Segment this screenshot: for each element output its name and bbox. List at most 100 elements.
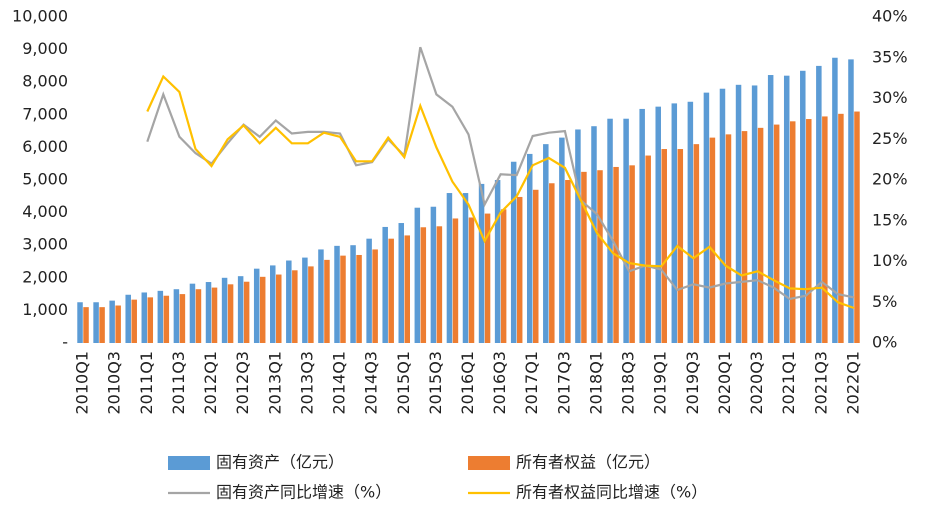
- bar: [195, 289, 202, 343]
- y2-tick-label: 0%: [872, 333, 897, 352]
- y2-tick-label: 25%: [872, 129, 908, 148]
- bar: [157, 290, 164, 343]
- x-tick-label: 2015Q3: [426, 351, 445, 415]
- bar: [302, 257, 308, 343]
- bar: [559, 137, 565, 343]
- x-tick-label: 2017Q3: [554, 351, 573, 415]
- bar: [356, 254, 362, 343]
- y2-tick-label: 35%: [872, 47, 908, 66]
- x-tick-label: 2019Q1: [651, 351, 670, 415]
- bar: [661, 149, 667, 343]
- legend-label: 所有者权益（亿元）: [516, 453, 660, 472]
- y2-tick-label: 5%: [872, 292, 897, 311]
- y-tick-label: 5,000: [22, 170, 68, 189]
- bar: [822, 116, 828, 344]
- bar: [623, 118, 629, 343]
- line: [146, 74, 855, 310]
- legend-swatch: [168, 456, 210, 470]
- x-tick-label: 2011Q1: [137, 351, 156, 415]
- bar: [832, 57, 838, 343]
- x-tick-label: 2012Q3: [233, 351, 252, 415]
- bar: [767, 75, 774, 343]
- x-tick-label: 2021Q1: [779, 351, 798, 415]
- bar: [735, 84, 742, 344]
- bar: [350, 245, 356, 343]
- x-tick-label: 2010Q1: [73, 351, 92, 415]
- bar: [725, 134, 732, 343]
- y2-tick-label: 40%: [872, 7, 908, 26]
- bar: [677, 149, 684, 343]
- legend-label: 固有资产（亿元）: [216, 453, 344, 472]
- bar: [549, 183, 555, 343]
- bar: [789, 121, 796, 343]
- y-tick-label: 2,000: [22, 267, 68, 286]
- bar: [478, 183, 485, 343]
- x-tick-label: 2019Q3: [683, 351, 702, 415]
- y-tick-label: 1,000: [22, 300, 68, 319]
- x-tick-label: 2020Q3: [747, 351, 766, 415]
- y-tick-label: -: [62, 333, 68, 352]
- bar: [462, 193, 469, 343]
- bar: [565, 180, 571, 343]
- bar: [709, 137, 716, 343]
- line: [146, 46, 855, 301]
- bar: [205, 282, 212, 343]
- x-tick-label: 2018Q3: [619, 351, 638, 415]
- x-tick-label: 2013Q3: [297, 351, 316, 415]
- bar: [308, 266, 314, 343]
- bar: [645, 155, 651, 343]
- bar: [430, 206, 437, 343]
- bar: [854, 111, 860, 343]
- bar: [83, 307, 89, 343]
- bar: [221, 277, 228, 343]
- bar: [404, 235, 411, 343]
- bar: [693, 144, 700, 343]
- bar: [484, 213, 491, 343]
- bar: [340, 255, 346, 343]
- bar: [163, 295, 170, 343]
- x-tick-label: 2015Q1: [394, 351, 413, 415]
- bar: [179, 294, 186, 343]
- x-tick-label: 2012Q1: [201, 351, 220, 415]
- bar: [783, 75, 790, 344]
- bar: [77, 302, 83, 343]
- y-tick-label: 7,000: [22, 104, 68, 123]
- bar: [532, 189, 539, 343]
- y2-tick-label: 20%: [872, 170, 908, 189]
- bar: [259, 276, 266, 343]
- bar: [510, 161, 517, 343]
- bar: [687, 101, 694, 343]
- bar: [838, 113, 844, 344]
- bar: [398, 223, 405, 343]
- legend-swatch: [468, 456, 510, 470]
- legend-label: 所有者权益同比增速（%）: [516, 483, 707, 502]
- bar: [597, 170, 603, 343]
- y-tick-label: 9,000: [22, 39, 68, 58]
- bar: [703, 92, 710, 343]
- x-tick-label: 2021Q3: [811, 351, 830, 415]
- bar: [719, 88, 726, 343]
- bar: [227, 284, 234, 343]
- bar: [500, 209, 507, 343]
- x-tick-label: 2018Q1: [586, 351, 605, 415]
- bar: [189, 283, 196, 343]
- bar: [366, 238, 372, 343]
- bar: [334, 245, 340, 343]
- y-tick-label: 3,000: [22, 235, 68, 254]
- bar: [414, 207, 421, 343]
- bar: [516, 196, 523, 343]
- bar: [382, 226, 388, 343]
- bar: [639, 108, 645, 343]
- x-tick-label: 2017Q1: [522, 351, 541, 415]
- bar: [125, 294, 131, 343]
- bar: [629, 165, 635, 343]
- x-tick-label: 2014Q1: [330, 351, 349, 415]
- bar: [773, 124, 780, 343]
- bar: [147, 297, 154, 343]
- bar: [173, 289, 180, 343]
- bar: [109, 300, 115, 343]
- bar: [286, 260, 292, 343]
- x-tick-label: 2016Q3: [490, 351, 509, 415]
- bar: [253, 268, 260, 343]
